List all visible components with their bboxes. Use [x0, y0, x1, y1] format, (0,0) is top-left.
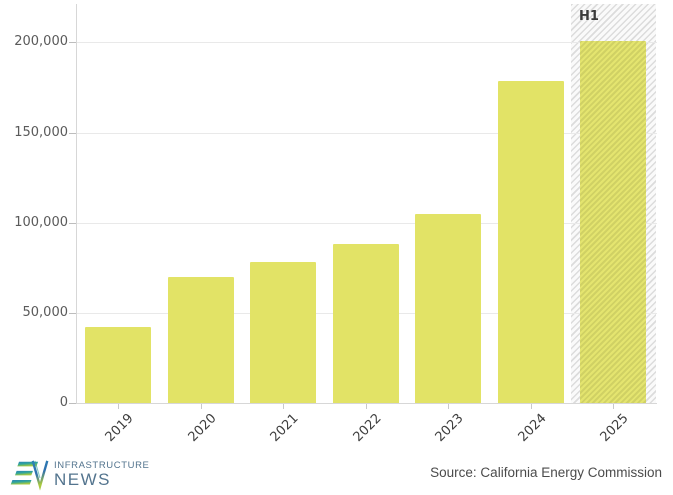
y-axis-tick	[69, 222, 76, 224]
source-attribution: Source: California Energy Commission	[430, 465, 662, 480]
footer: INFRASTRUCTURE NEWS Source: California E…	[0, 455, 673, 495]
y-axis-tick	[69, 312, 76, 314]
logo-text: INFRASTRUCTURE NEWS	[54, 457, 149, 489]
logo-line-infrastructure: INFRASTRUCTURE	[54, 460, 150, 471]
ev-logo-icon	[10, 460, 49, 491]
bar-2021	[250, 262, 316, 403]
bar-2025	[580, 40, 646, 403]
y-axis-tick	[69, 132, 76, 134]
bar-2019	[85, 327, 151, 403]
y-axis-tick	[69, 403, 76, 404]
logo-line-news: NEWS	[54, 470, 111, 489]
y-axis-tick-label: 150,000	[14, 124, 68, 140]
x-axis-tick	[613, 404, 614, 409]
y-axis-tick-label: 200,000	[14, 34, 68, 50]
y-axis-tick	[69, 42, 76, 44]
y-gridline	[76, 42, 657, 44]
x-axis-tick	[530, 404, 532, 409]
x-axis-tick	[283, 404, 284, 409]
y-axis-line	[76, 4, 77, 403]
h1-period-label: H1	[579, 9, 599, 24]
y-axis-tick-label: 50,000	[22, 304, 69, 320]
bar-2022	[332, 244, 399, 403]
x-axis-tick	[448, 404, 449, 409]
y-gridline	[76, 222, 657, 224]
x-axis-tick	[200, 404, 202, 409]
x-axis-tick	[365, 404, 367, 409]
x-axis-tick	[118, 404, 119, 409]
y-axis-tick-label: 100,000	[14, 214, 68, 230]
ev-infrastructure-news-logo: INFRASTRUCTURE NEWS	[10, 457, 149, 492]
y-gridline	[76, 132, 657, 134]
y-axis-tick-label: 0	[59, 395, 68, 410]
bar-chart: H1 0 50,000 100,000 150,000 200,000 2019 2020 20…	[14, 4, 657, 445]
x-axis-line	[76, 403, 657, 404]
bar-2024	[497, 81, 564, 403]
bar-2023	[415, 213, 481, 403]
bar-2020	[167, 276, 234, 403]
